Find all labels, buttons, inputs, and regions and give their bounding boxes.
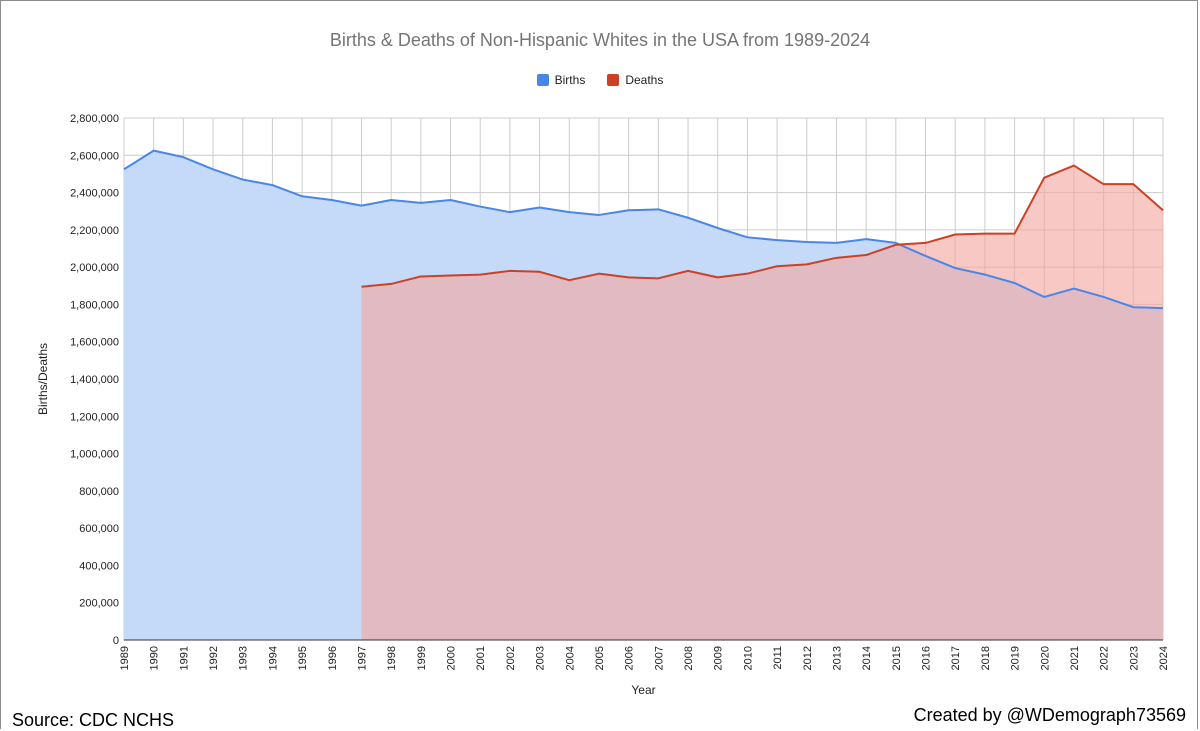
x-tick-label: 2019 [1010, 646, 1022, 670]
x-tick-label: 1990 [149, 646, 161, 670]
x-tick-label: 2002 [505, 646, 517, 670]
deaths-area [361, 165, 1163, 640]
x-tick-label: 2016 [921, 646, 933, 670]
y-tick-label: 2,600,000 [70, 150, 119, 162]
x-tick-label: 2022 [1099, 646, 1111, 670]
legend-swatch-births [536, 74, 549, 86]
x-tick-label: 2014 [861, 646, 873, 670]
y-tick-label: 0 [113, 635, 119, 647]
source-note: Source: CDC NCHS [12, 710, 175, 730]
x-tick-label: 1991 [178, 646, 190, 670]
x-tick-label: 2020 [1039, 646, 1051, 670]
y-tick-label: 1,800,000 [70, 299, 119, 311]
x-tick-label: 2011 [772, 646, 784, 670]
y-tick-label: 2,000,000 [70, 262, 119, 274]
y-tick-label: 2,800,000 [70, 113, 119, 125]
x-axis-title: Year [631, 683, 655, 697]
x-tick-label: 1998 [386, 646, 398, 670]
x-tick-label: 2008 [683, 646, 695, 670]
legend-label-deaths: Deaths [625, 73, 664, 87]
y-tick-label: 1,600,000 [70, 337, 119, 349]
x-tick-label: 2013 [831, 646, 843, 670]
legend-item-deaths: Deaths [607, 73, 663, 87]
x-tick-label: 2023 [1128, 646, 1140, 670]
x-tick-label: 2021 [1069, 646, 1081, 670]
y-tick-label: 2,400,000 [70, 188, 119, 200]
chart-legend: Births Deaths [0, 73, 1200, 87]
x-tick-label: 2024 [1158, 646, 1170, 670]
x-tick-label: 1994 [267, 646, 279, 670]
x-tick-label: 2005 [594, 646, 606, 670]
x-tick-label: 2000 [446, 646, 458, 670]
legend-swatch-deaths [607, 74, 620, 86]
y-tick-label: 400,000 [79, 560, 119, 572]
y-tick-label: 1,200,000 [70, 411, 119, 423]
x-tick-label: 2007 [653, 646, 665, 670]
x-tick-label: 1995 [297, 646, 309, 670]
x-tick-label: 1993 [238, 646, 250, 670]
y-tick-label: 1,000,000 [70, 449, 119, 461]
y-tick-label: 2,200,000 [70, 225, 119, 237]
legend-label-births: Births [554, 73, 586, 87]
x-tick-label: 2015 [891, 646, 903, 670]
credit-note: Created by @WDemograph73569 [913, 705, 1186, 725]
x-tick-label: 2017 [950, 646, 962, 670]
x-tick-label: 2018 [980, 646, 992, 670]
legend-item-births: Births [536, 73, 586, 87]
x-tick-label: 1999 [416, 646, 428, 670]
y-tick-label: 800,000 [79, 486, 119, 498]
chart-title: Births & Deaths of Non-Hispanic Whites i… [329, 30, 871, 50]
x-tick-label: 2010 [742, 646, 754, 670]
x-tick-label: 1989 [119, 646, 131, 670]
x-tick-label: 1997 [356, 646, 368, 670]
y-tick-label: 200,000 [79, 598, 119, 610]
x-tick-label: 1992 [208, 646, 220, 670]
y-axis-title: Births/Deaths [36, 343, 50, 415]
x-tick-label: 2001 [475, 646, 487, 670]
births-line [123, 149, 1164, 310]
x-tick-label: 2003 [535, 646, 547, 670]
x-tick-label: 2004 [564, 646, 576, 670]
x-tick-label: 2006 [624, 646, 636, 670]
x-tick-label: 2012 [802, 646, 814, 670]
y-tick-label: 600,000 [79, 523, 119, 535]
x-tick-label: 2009 [713, 646, 725, 670]
deaths-line [361, 164, 1164, 288]
y-tick-label: 1,400,000 [70, 374, 119, 386]
x-tick-label: 1996 [327, 646, 339, 670]
